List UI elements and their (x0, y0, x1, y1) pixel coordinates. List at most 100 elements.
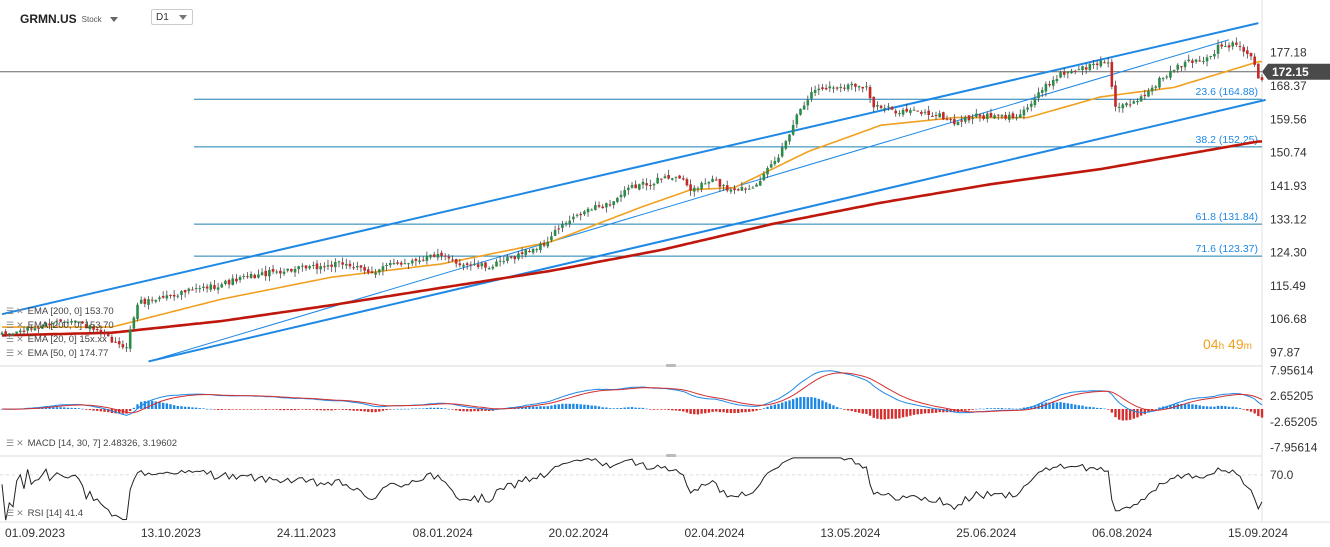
macd-histogram-bar (1117, 409, 1121, 420)
legend-macd: ☰ ✕ MACD [14, 30, 7] 2.48326, 3.19602 (6, 438, 177, 449)
settings-icon[interactable]: ☰ (6, 320, 15, 330)
macd-histogram-bar (1136, 409, 1139, 418)
y-tick-label: 141.93 (1270, 179, 1307, 193)
macd-histogram-bar (894, 409, 897, 419)
candle-body (638, 184, 641, 190)
candle-body (575, 214, 579, 216)
candle-body (802, 105, 806, 110)
candle-body (304, 265, 308, 269)
macd-histogram-bar (293, 409, 297, 411)
close-icon[interactable]: ✕ (16, 320, 24, 330)
settings-icon[interactable]: ☰ (6, 334, 15, 344)
legend-ema50: ☰ ✕ EMA [50, 0] 174.77 (6, 348, 108, 359)
candle-body (1220, 44, 1224, 47)
candle-body (388, 262, 392, 266)
macd-histogram-bar (916, 409, 919, 415)
candle-body (15, 331, 18, 334)
macd-histogram-bar (590, 405, 593, 409)
macd-histogram-bar (656, 409, 659, 410)
close-icon[interactable]: ✕ (16, 334, 24, 344)
macd-histogram-bar (550, 405, 553, 409)
timeframe-select[interactable]: D1 (151, 9, 193, 25)
candle-body (714, 179, 718, 181)
candle-body (667, 175, 670, 179)
close-icon[interactable]: ✕ (16, 348, 24, 358)
candle-body (1128, 104, 1132, 106)
legend-label: EMA [20, 0] 15x.xx (27, 334, 107, 345)
candle-body (1227, 45, 1231, 48)
close-icon[interactable]: ✕ (16, 508, 24, 518)
panel-resize-handle[interactable] (666, 364, 676, 367)
macd-histogram-bar (616, 408, 619, 409)
y-tick-label: 159.56 (1270, 112, 1307, 126)
candle-body (835, 87, 839, 89)
candle-body (942, 112, 945, 120)
macd-histogram-bar (268, 409, 271, 410)
macd-histogram-bar (986, 408, 989, 409)
candle-body (128, 329, 132, 349)
macd-histogram-bar (107, 409, 110, 413)
macd-histogram-bar (1132, 409, 1136, 419)
macd-histogram-bar (619, 408, 623, 409)
macd-histogram-bar (879, 409, 883, 420)
candle-body (920, 111, 923, 114)
settings-icon[interactable]: ☰ (6, 348, 15, 358)
candle-body (172, 294, 176, 297)
macd-histogram-bar (1059, 402, 1062, 409)
macd-histogram-bar (469, 409, 473, 412)
candle-body (975, 113, 978, 117)
candle-body (59, 319, 62, 322)
candle-body (165, 295, 169, 299)
macd-histogram-bar (242, 409, 245, 410)
chevron-down-icon[interactable] (179, 14, 187, 20)
panel-resize-handle[interactable] (666, 454, 676, 457)
macd-histogram-bar (1216, 405, 1220, 409)
macd-histogram-bar (993, 408, 996, 409)
close-icon[interactable]: ✕ (16, 306, 24, 316)
macd-histogram-bar (597, 406, 601, 409)
legend-rsi: ☰ ✕ RSI [14] 41.4 (6, 508, 83, 519)
candle-body (883, 107, 887, 110)
candle-body (1077, 69, 1081, 71)
candle-body (967, 115, 971, 121)
symbol-dropdown-icon[interactable] (109, 16, 118, 22)
candle-body (828, 86, 832, 89)
candle-body (209, 284, 213, 290)
candle-body (1242, 47, 1245, 52)
macd-histogram-bar (1154, 409, 1157, 410)
settings-icon[interactable]: ☰ (6, 438, 15, 448)
candle-body (1110, 61, 1114, 87)
settings-icon[interactable]: ☰ (6, 306, 15, 316)
candle-body (623, 190, 626, 197)
candle-body (469, 264, 473, 266)
macd-histogram-bar (1099, 407, 1103, 409)
macd-histogram-bar (378, 409, 381, 412)
macd-histogram-bar (854, 409, 857, 413)
macd-histogram-bar (161, 402, 165, 409)
candle-body (670, 178, 674, 180)
macd-histogram-bar (583, 404, 586, 409)
candle-body (150, 299, 154, 301)
macd-histogram-bar (865, 409, 868, 414)
candle-body (147, 299, 150, 305)
y-tick-label: 168.37 (1270, 79, 1307, 93)
settings-icon[interactable]: ☰ (6, 508, 15, 518)
macd-histogram-bar (473, 409, 476, 412)
macd-histogram-bar (238, 409, 242, 410)
macd-histogram-bar (1246, 409, 1249, 411)
macd-histogram-bar (433, 407, 436, 409)
macd-histogram-bar (224, 409, 227, 410)
macd-histogram-bar (1037, 404, 1040, 409)
candle-body (542, 243, 546, 246)
macd-histogram-bar (1081, 405, 1084, 409)
candle-body (440, 252, 443, 256)
macd-histogram-bar (931, 409, 934, 414)
candle-body (330, 264, 333, 267)
candle-body (1117, 106, 1121, 108)
close-icon[interactable]: ✕ (16, 438, 24, 448)
candle-body (139, 299, 143, 304)
candle-body (1004, 115, 1007, 119)
candle-body (246, 276, 249, 278)
signal-line (2, 372, 1263, 414)
